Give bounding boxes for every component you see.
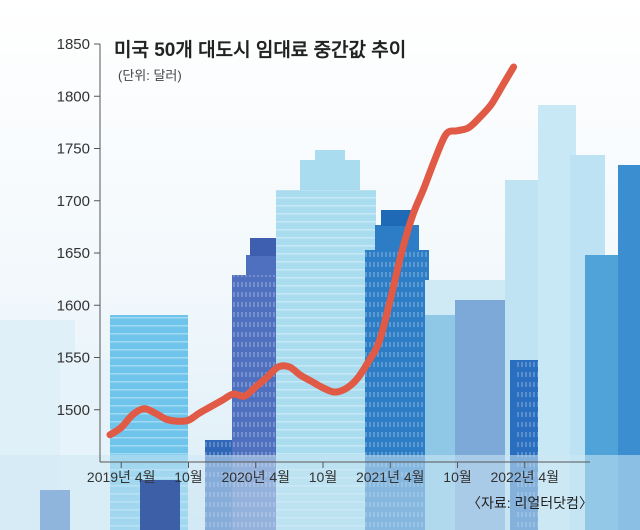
chart-unit: (단위: 달러) — [118, 68, 182, 83]
y-tick-label: 1600 — [57, 297, 90, 314]
y-tick-label: 1650 — [57, 245, 90, 262]
y-tick-label: 1850 — [57, 36, 90, 53]
x-tick-label: 2022년 4월 — [490, 469, 559, 485]
x-tick-label: 2020년 4월 — [221, 469, 290, 485]
y-tick-label: 1700 — [57, 193, 90, 210]
series-layer — [106, 63, 518, 439]
y-axis: 1500 1550 1600 1650 1700 1750 1800 1850 — [57, 36, 101, 462]
x-tick-label: 2019년 4월 — [87, 469, 156, 485]
x-axis: 2019년 4월 10월 2020년 4월 10월 2021년 4월 10월 2022년 4… — [87, 461, 590, 485]
y-tick-label: 1550 — [57, 350, 90, 367]
x-tick-label: 10월 — [309, 469, 337, 485]
chart-source: 〈자료: 리얼터닷컴〉 — [467, 495, 593, 511]
y-tick-label: 1500 — [57, 402, 90, 419]
y-tick-label: 1800 — [57, 88, 90, 105]
y-tick-label: 1750 — [57, 141, 90, 158]
x-tick-label: 2021년 4월 — [356, 469, 425, 485]
x-tick-label: 10월 — [174, 469, 202, 485]
chart-title: 미국 50개 대도시 임대료 중간값 추이 — [114, 39, 406, 61]
x-tick-label: 10월 — [443, 469, 471, 485]
